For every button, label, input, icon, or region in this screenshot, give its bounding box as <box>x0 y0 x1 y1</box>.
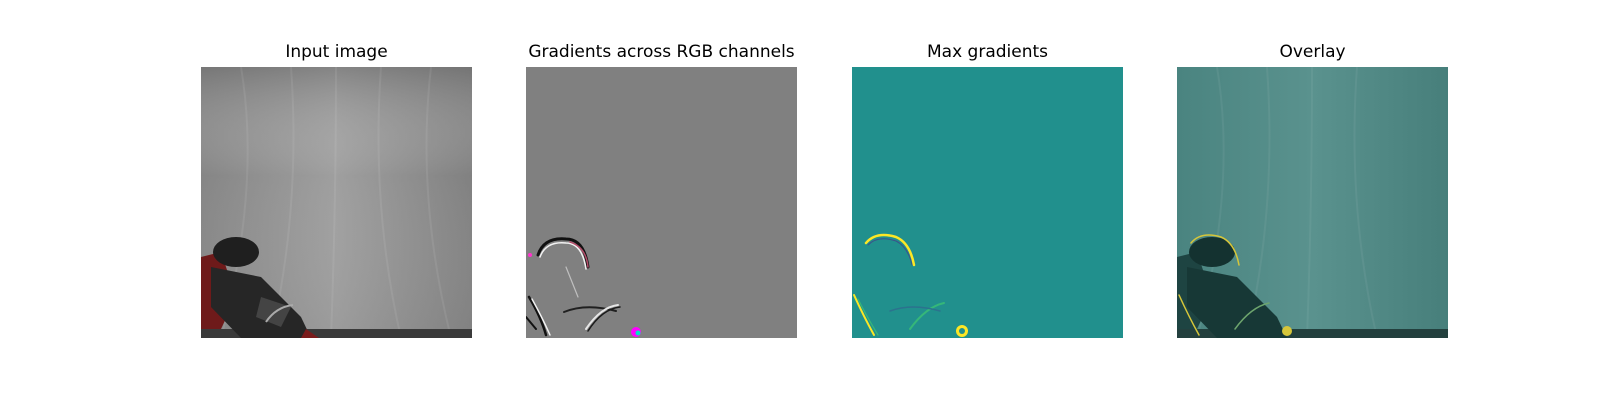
panel-overlay: Overlay <box>1177 0 1448 400</box>
gradients-rgb-image <box>526 67 797 338</box>
panel-title: Gradients across RGB channels <box>528 42 795 62</box>
panel-title: Overlay <box>1279 42 1346 62</box>
panel-gradients-rgb: Gradients across RGB channels <box>526 0 797 400</box>
input-image <box>201 67 472 338</box>
gradients-rgb-svg <box>526 67 797 338</box>
panel-title: Input image <box>285 42 388 62</box>
overlay-svg <box>1177 67 1448 338</box>
panel-title: Max gradients <box>926 42 1049 62</box>
panel-input-image: Input image <box>201 0 472 400</box>
input-image-svg <box>201 67 472 338</box>
max-gradients-image <box>852 67 1123 338</box>
max-gradients-svg <box>852 67 1123 338</box>
panel-max-gradients: Max gradients <box>852 0 1123 400</box>
overlay-image <box>1177 67 1448 338</box>
